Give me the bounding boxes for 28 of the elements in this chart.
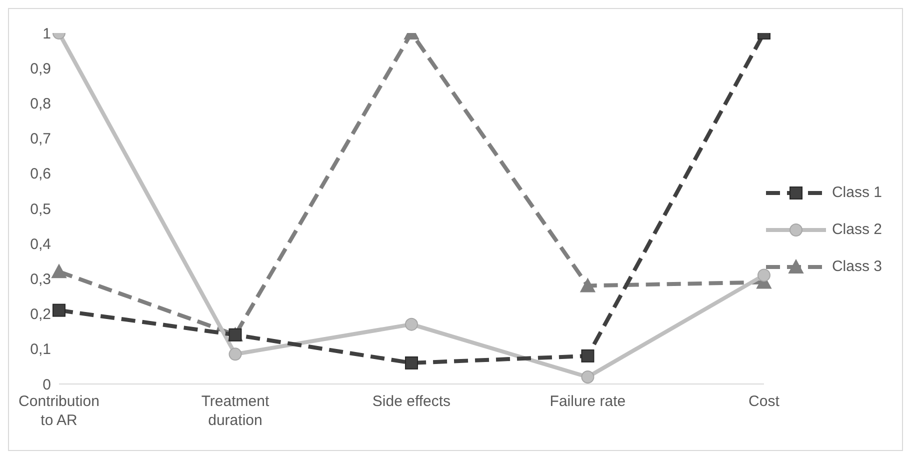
x-tick-label: Cost xyxy=(748,393,780,410)
legend-label: Class 3 xyxy=(832,258,882,275)
y-tick-label: 0,9 xyxy=(30,60,51,78)
y-tick-label: 0,5 xyxy=(30,200,51,218)
point xyxy=(581,349,594,362)
y-tick-label: 0,8 xyxy=(30,96,51,113)
point xyxy=(580,278,596,292)
point xyxy=(404,318,418,331)
point xyxy=(757,268,770,282)
y-tick-label: 0,6 xyxy=(30,166,51,183)
y-tick-label: 0,4 xyxy=(30,236,51,253)
y-tick-label: 0,2 xyxy=(30,306,51,324)
y-tick-label: 0 xyxy=(42,376,51,394)
y-tick-label: 0,7 xyxy=(30,130,51,148)
legend-label: Class 2 xyxy=(832,221,882,238)
point xyxy=(228,348,242,361)
x-tick-label: Treatment duration xyxy=(201,393,270,429)
x-tick-label: Contribution to AR xyxy=(18,393,100,429)
y-tick-label: 0,3 xyxy=(30,271,51,288)
point xyxy=(52,264,66,278)
x-tick-label: Failure rate xyxy=(550,393,626,410)
y-tick-label: 0,1 xyxy=(30,341,51,358)
point xyxy=(581,370,594,384)
x-tick-label: Side effects xyxy=(372,393,451,410)
point xyxy=(404,356,418,370)
point xyxy=(52,304,66,317)
y-tick-label: 1 xyxy=(42,25,51,42)
legend-label: Class 1 xyxy=(832,184,882,201)
